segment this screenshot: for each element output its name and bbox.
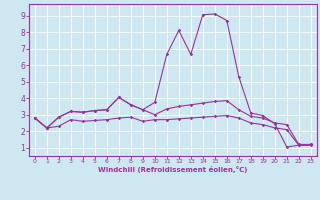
X-axis label: Windchill (Refroidissement éolien,°C): Windchill (Refroidissement éolien,°C)	[98, 166, 247, 173]
